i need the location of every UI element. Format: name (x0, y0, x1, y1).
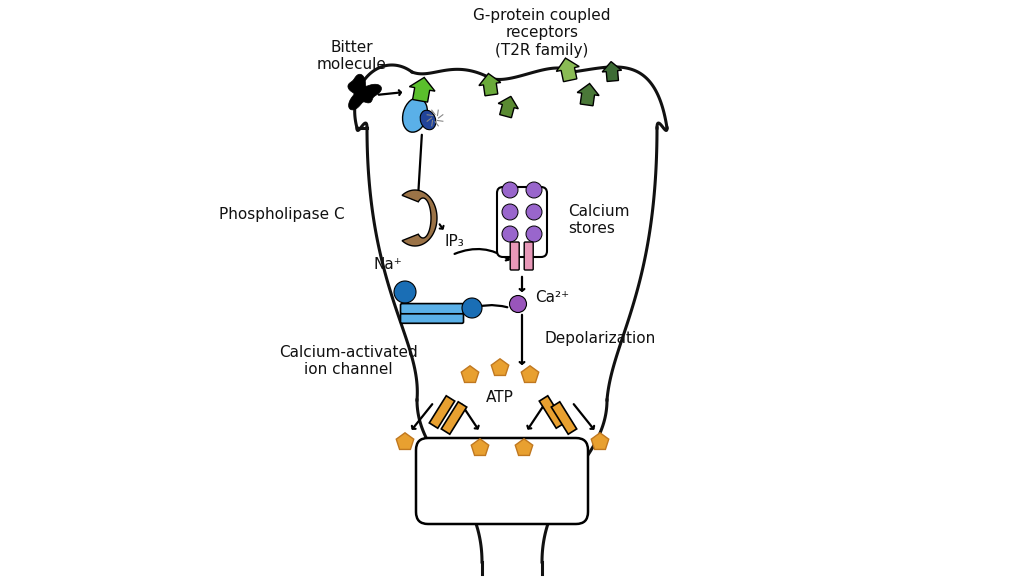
Text: Na⁺: Na⁺ (374, 257, 402, 272)
Circle shape (526, 182, 542, 198)
Circle shape (502, 226, 518, 242)
Polygon shape (602, 61, 622, 81)
Text: Calcium
stores: Calcium stores (568, 204, 630, 236)
Text: Depolarization: Depolarization (545, 331, 656, 346)
Polygon shape (492, 359, 509, 375)
Polygon shape (556, 58, 580, 82)
FancyBboxPatch shape (400, 313, 464, 323)
Ellipse shape (420, 110, 436, 130)
Circle shape (526, 226, 542, 242)
Circle shape (462, 298, 482, 318)
Polygon shape (479, 74, 501, 96)
Polygon shape (551, 402, 577, 434)
FancyBboxPatch shape (524, 242, 534, 270)
Polygon shape (402, 190, 437, 246)
Polygon shape (410, 78, 435, 102)
Polygon shape (471, 439, 488, 455)
Circle shape (510, 295, 526, 313)
Text: Bitter
molecule: Bitter molecule (317, 39, 387, 72)
Polygon shape (461, 366, 479, 382)
Text: Calcium-activated
ion channel: Calcium-activated ion channel (279, 345, 418, 378)
FancyBboxPatch shape (416, 438, 588, 524)
Polygon shape (429, 396, 455, 428)
FancyBboxPatch shape (497, 187, 547, 257)
Polygon shape (591, 433, 608, 450)
Text: Phospholipase C: Phospholipase C (219, 208, 345, 223)
Circle shape (502, 182, 518, 198)
Circle shape (394, 281, 416, 303)
FancyBboxPatch shape (400, 303, 464, 314)
Polygon shape (578, 84, 599, 106)
Polygon shape (441, 402, 467, 434)
Polygon shape (396, 433, 414, 450)
Text: G-protein coupled
receptors
(T2R family): G-protein coupled receptors (T2R family) (473, 8, 610, 58)
Circle shape (526, 204, 542, 220)
Ellipse shape (402, 98, 427, 132)
Polygon shape (499, 96, 518, 118)
Text: Ca²⁺: Ca²⁺ (535, 291, 569, 306)
Text: IP₃: IP₃ (445, 234, 465, 249)
Polygon shape (348, 74, 382, 110)
Text: Afferent
taste axon: Afferent taste axon (462, 465, 543, 497)
Polygon shape (515, 439, 532, 455)
Polygon shape (521, 366, 539, 382)
Circle shape (502, 204, 518, 220)
FancyBboxPatch shape (510, 242, 519, 270)
Polygon shape (540, 396, 564, 428)
Text: ATP: ATP (486, 390, 514, 405)
